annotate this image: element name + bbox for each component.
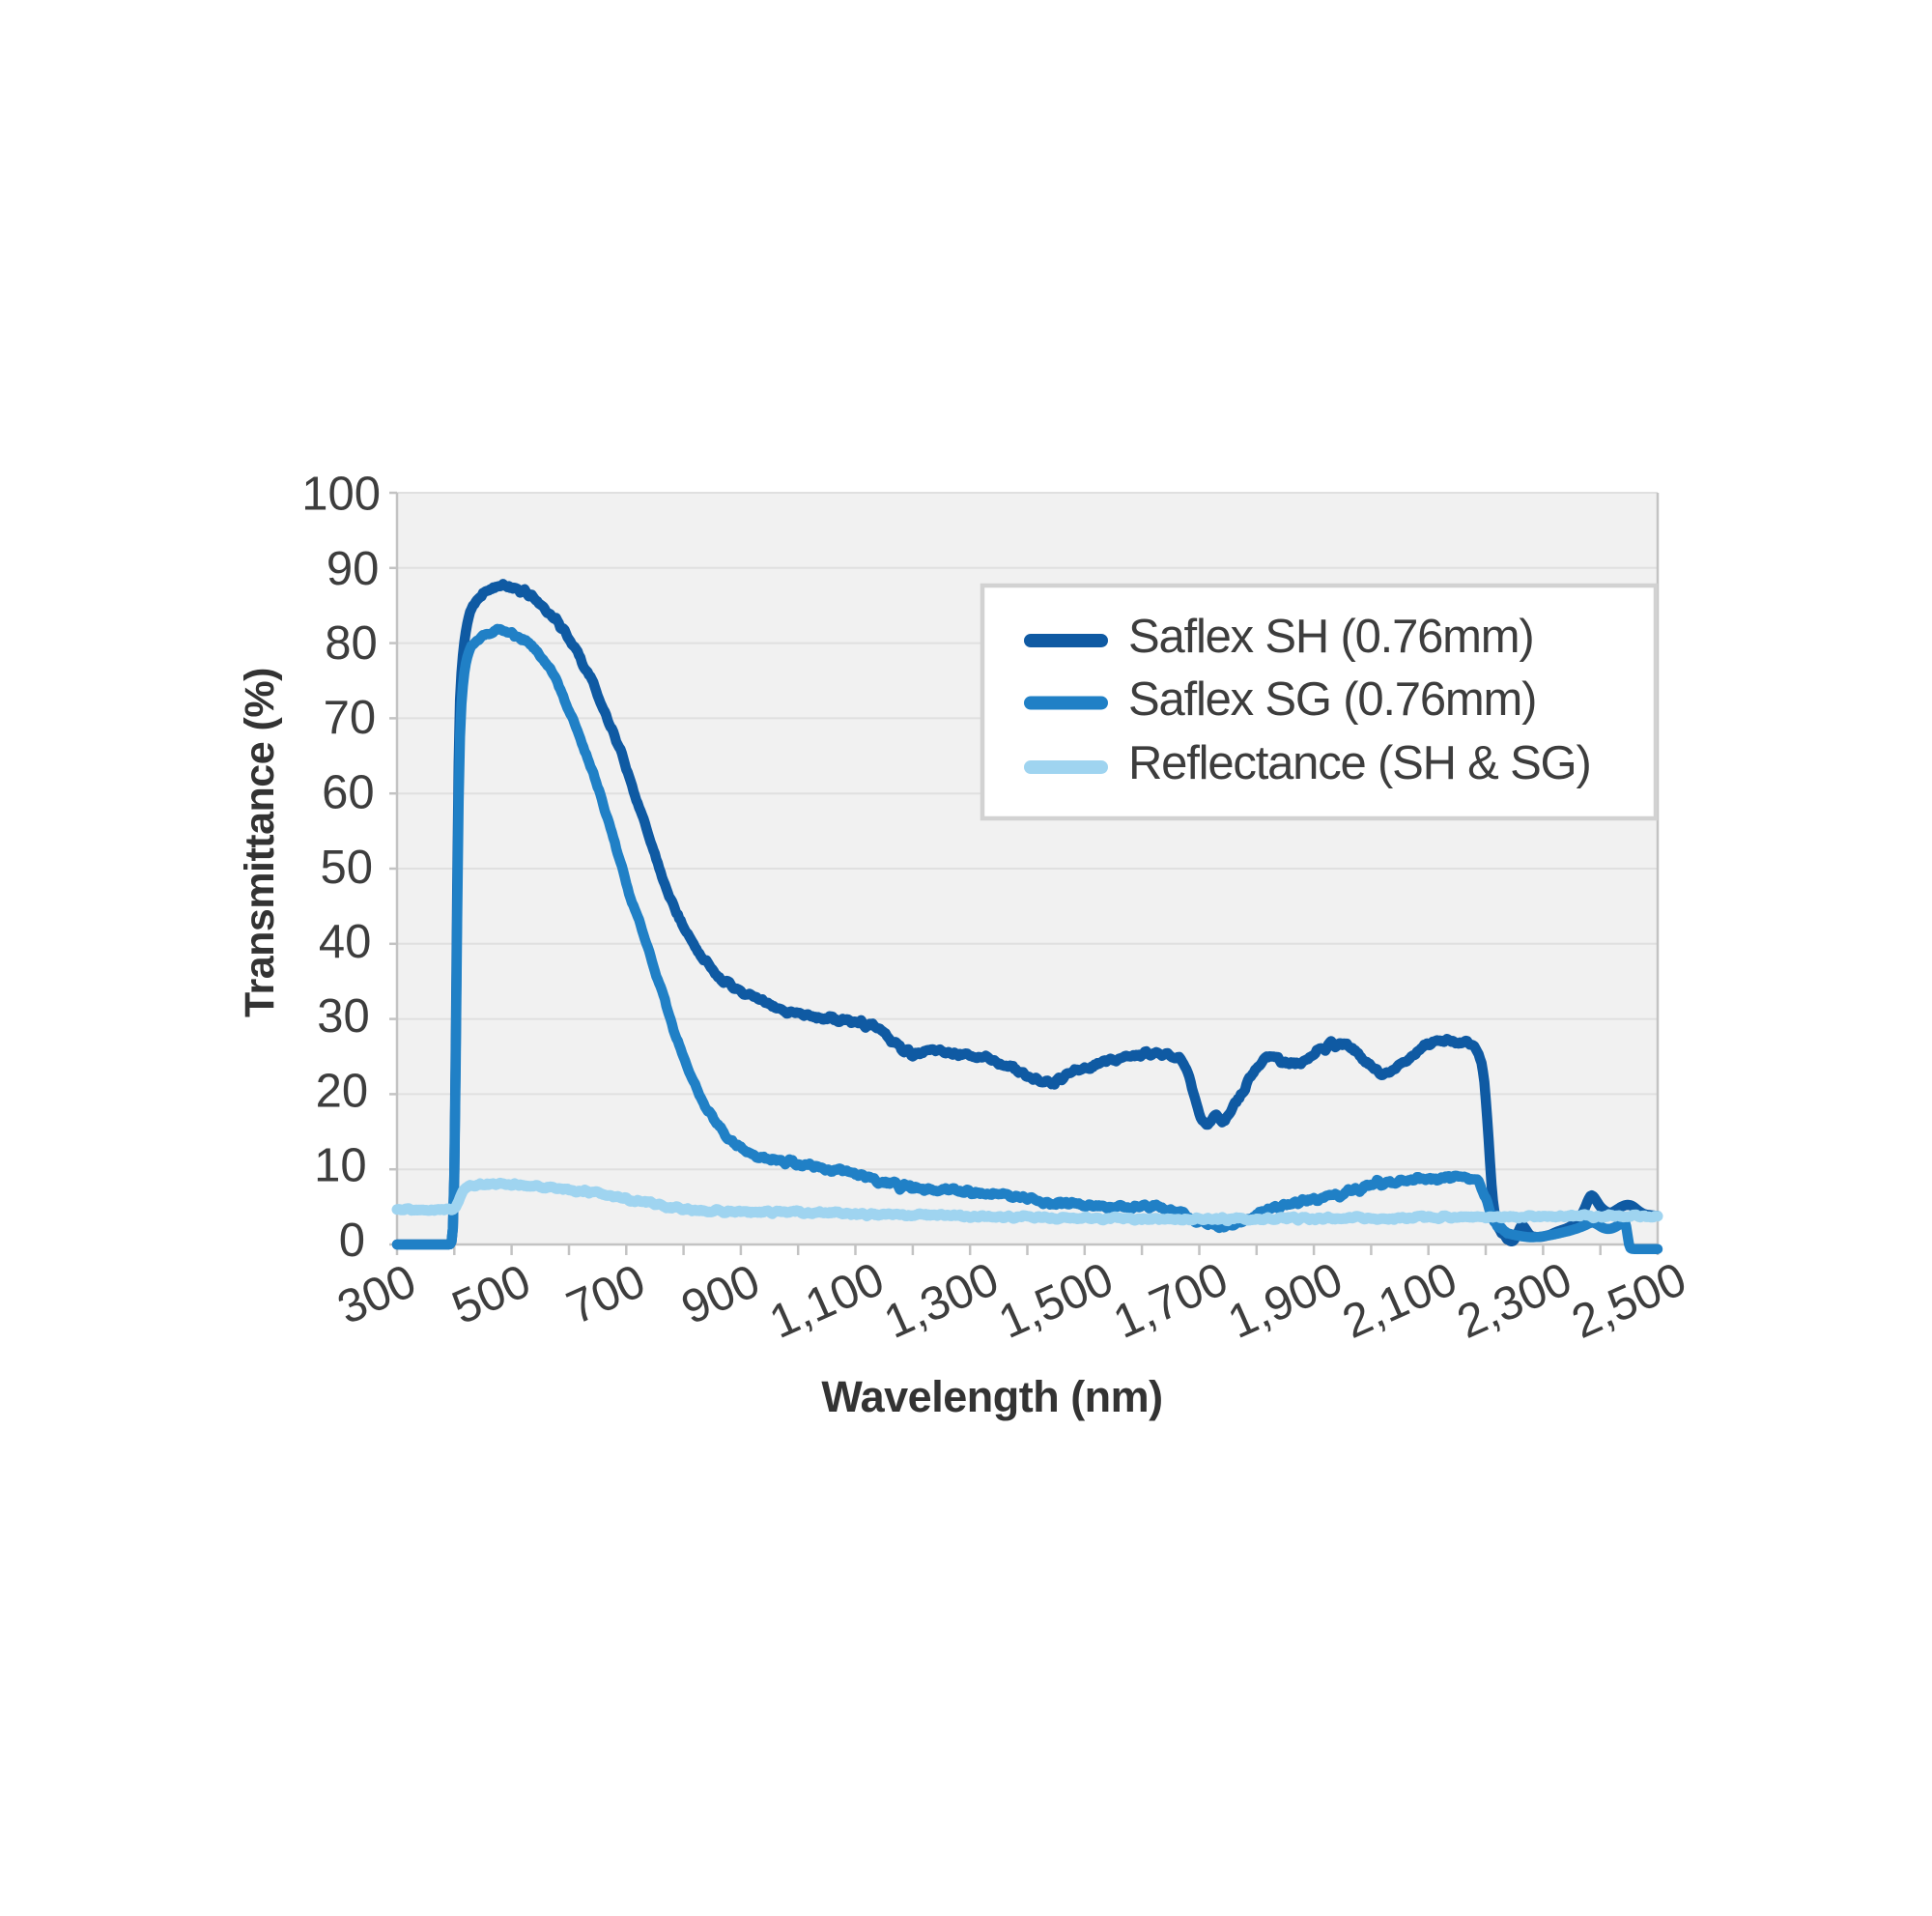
- svg-text:Reflectance (SH & SG): Reflectance (SH & SG): [1128, 737, 1591, 789]
- svg-text:Saflex SH (0.76mm): Saflex SH (0.76mm): [1128, 611, 1534, 663]
- svg-text:100: 100: [301, 469, 381, 521]
- svg-text:40: 40: [319, 916, 372, 968]
- svg-text:20: 20: [316, 1066, 369, 1118]
- svg-text:0: 0: [339, 1215, 365, 1267]
- svg-text:50: 50: [320, 842, 373, 894]
- svg-text:90: 90: [327, 543, 380, 595]
- svg-text:80: 80: [325, 617, 378, 670]
- svg-text:Saflex SG (0.76mm): Saflex SG (0.76mm): [1128, 673, 1536, 726]
- svg-text:10: 10: [314, 1140, 367, 1192]
- svg-text:Wavelength (nm): Wavelength (nm): [821, 1372, 1162, 1421]
- svg-text:30: 30: [317, 990, 370, 1043]
- svg-text:60: 60: [322, 767, 375, 819]
- svg-text:Transmittance (%): Transmittance (%): [237, 668, 283, 1017]
- svg-text:70: 70: [324, 692, 377, 744]
